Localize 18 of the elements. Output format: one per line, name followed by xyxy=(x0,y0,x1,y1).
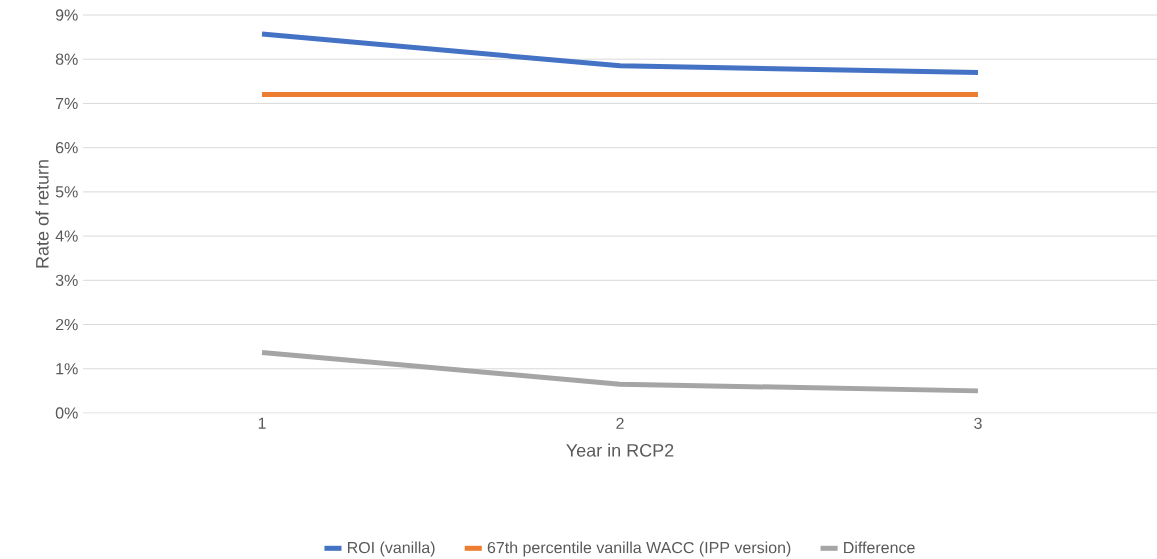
legend-label: 67th percentile vanilla WACC (IPP version) xyxy=(487,541,791,557)
y-tick-label: 2% xyxy=(55,318,78,331)
legend-label: ROI (vanilla) xyxy=(347,541,435,557)
legend-label: Difference xyxy=(844,541,915,554)
y-tick-label: 6% xyxy=(55,142,78,154)
y-tick-label: 8% xyxy=(55,53,78,65)
y-tick-label: 9% xyxy=(55,9,78,21)
y-tick-label: 1% xyxy=(56,363,78,375)
y-tick-label: 0% xyxy=(55,407,78,419)
x-tick-label: 1 xyxy=(258,417,266,429)
y-tick-label: 5% xyxy=(55,186,78,198)
x-axis-title: Year in RCP2 xyxy=(566,443,674,457)
x-tick-label: 3 xyxy=(974,417,982,430)
x-tick-label: 2 xyxy=(616,417,624,429)
y-axis-title: Rate of return xyxy=(35,160,49,268)
y-tick-label: 4% xyxy=(55,230,78,242)
y-tick-label: 7% xyxy=(55,97,78,110)
y-tick-label: 3% xyxy=(55,274,78,286)
